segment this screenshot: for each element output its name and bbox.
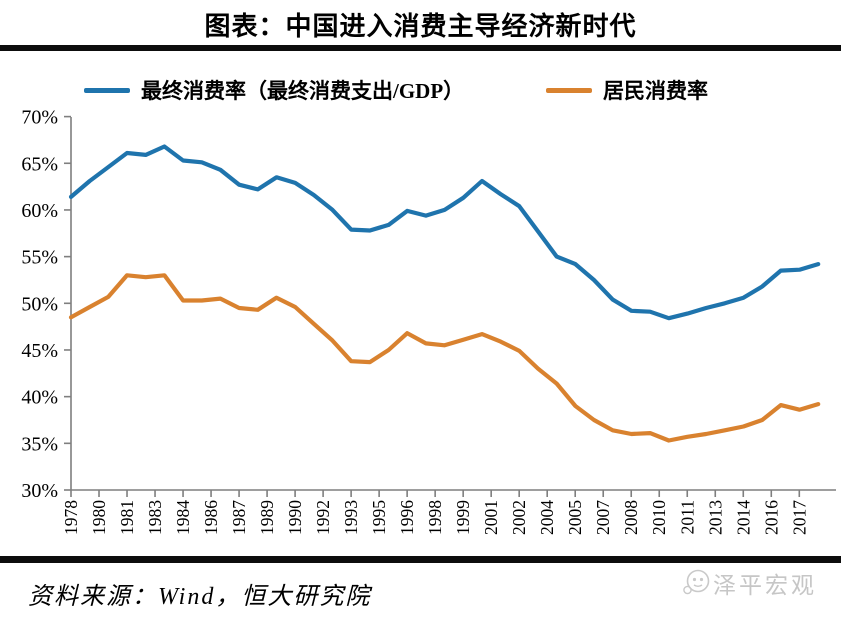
x-tick-label: 2002 [509,500,529,535]
x-tick-label: 2017 [789,500,809,535]
y-tick-label: 35% [21,433,58,455]
top-divider [0,45,841,51]
legend-item-household-consumption: 居民消费率 [546,76,708,104]
x-tick-label: 2004 [537,500,557,535]
x-tick-label: 2013 [705,500,725,535]
y-tick-label: 55% [21,247,58,269]
x-tick-label: 1984 [173,500,193,535]
x-tick-label: 2008 [621,500,641,535]
bottom-divider [0,556,841,563]
x-tick-label: 2011 [677,500,697,534]
x-tick-label: 1996 [397,500,417,535]
x-tick-label: 1987 [229,500,249,535]
watermark-text: 泽平宏观 [713,573,817,598]
legend-label-final-consumption: 最终消费率（最终消费支出/GDP） [141,79,465,103]
x-tick-label: 2007 [593,500,613,535]
watermark-logo-icon [683,569,710,595]
watermark: 泽平宏观 [681,566,817,600]
x-tick-label: 1990 [285,500,305,535]
x-tick-label: 1981 [117,500,137,535]
y-tick-label: 70% [21,107,58,129]
x-tick-label: 1983 [145,500,165,535]
y-tick-label: 65% [21,153,58,175]
legend: 最终消费率（最终消费支出/GDP） 居民消费率 [0,76,841,104]
y-tick-label: 45% [21,340,58,362]
chart-title: 图表：中国进入消费主导经济新时代 [204,12,637,41]
series-final-consumption-line [68,144,821,321]
legend-swatch-household-consumption [546,87,592,93]
x-tick-label: 2010 [649,500,669,535]
x-tick-label: 1993 [341,500,361,535]
x-tick-label: 2016 [761,500,781,535]
y-tick-label: 60% [21,200,58,222]
y-tick-label: 30% [21,480,58,502]
x-tick-label: 1998 [425,500,445,535]
x-tick-label: 1986 [201,500,221,535]
x-tick-label: 1978 [61,500,81,535]
legend-item-final-consumption: 最终消费率（最终消费支出/GDP） [84,76,464,104]
y-tick-label: 40% [21,387,58,409]
x-tick-label: 2005 [565,500,585,535]
series-household-consumption-line [68,273,821,443]
x-tick-label: 1989 [257,500,277,535]
x-tick-label: 1980 [89,500,109,535]
x-tick-label: 2001 [481,500,501,535]
legend-swatch-final-consumption [84,87,130,93]
x-tick-label: 1995 [369,500,389,535]
x-tick-label: 1999 [453,500,473,535]
y-axis-ticks: 70% 65% 60% 55% 50% 45% 40% 35% 30% [21,107,71,502]
y-tick-label: 50% [21,293,58,315]
legend-label-household-consumption: 居民消费率 [603,79,708,103]
x-tick-label: 2014 [733,500,753,535]
x-axis-ticks: 1978 1980 1981 1983 1984 1986 1987 1989 1990 1992… [61,490,809,535]
x-tick-label: 1992 [313,500,333,535]
source-note: 资料来源：Wind，恒大研究院 [28,584,372,610]
